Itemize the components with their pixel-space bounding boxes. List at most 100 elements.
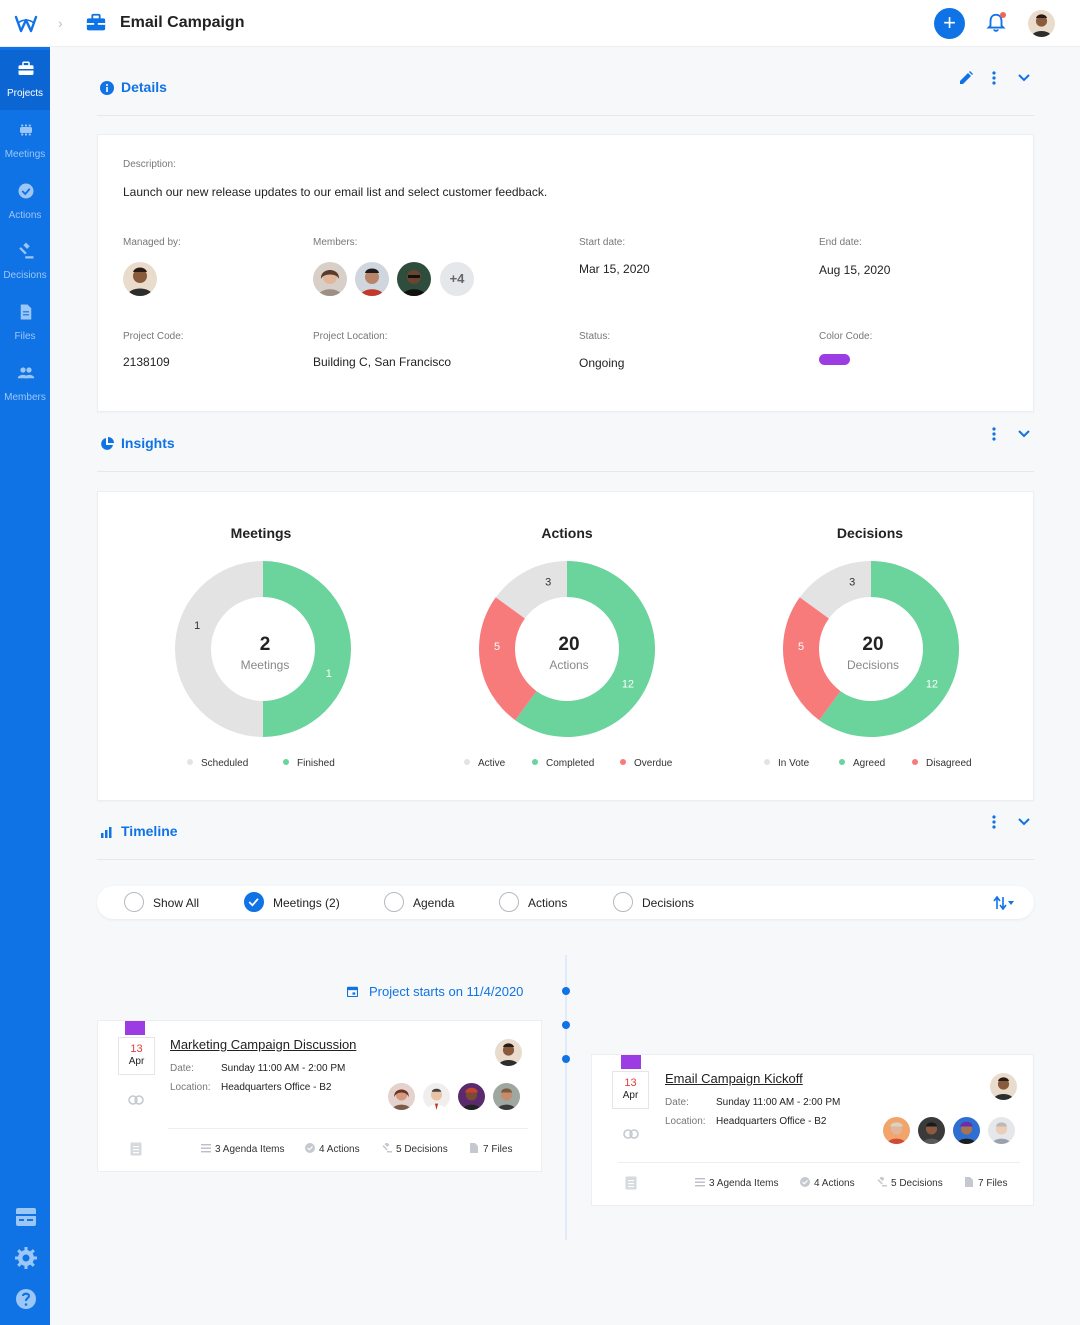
sort-icon[interactable] — [993, 896, 1015, 910]
actions-count[interactable]: 4 Actions — [305, 1143, 360, 1155]
sidebar-item-meetings[interactable]: Meetings — [0, 111, 50, 171]
event-title[interactable]: Email Campaign Kickoff — [665, 1071, 803, 1086]
start-date-value: Mar 15, 2020 — [579, 262, 650, 276]
attendee-avatar[interactable] — [458, 1083, 485, 1110]
donut-slice-disagreed[interactable] — [783, 597, 841, 721]
chevron-down-icon[interactable] — [1016, 426, 1032, 442]
donut-slice-finished[interactable] — [263, 561, 352, 737]
member-avatar[interactable] — [355, 262, 389, 296]
document-icon[interactable] — [130, 1142, 142, 1156]
filter-label: Decisions — [642, 896, 695, 910]
decisions-count-text: 5 Decisions — [396, 1144, 448, 1155]
event-card-kickoff[interactable]: 13 Apr Email Campaign Kickoff Date: Sund… — [591, 1054, 1034, 1206]
donut-slice-agreed[interactable] — [819, 561, 959, 737]
radio-button-checked[interactable] — [244, 892, 264, 912]
attendee-avatar[interactable] — [988, 1117, 1015, 1144]
link-icon[interactable] — [128, 1095, 144, 1105]
attendee-avatar[interactable] — [883, 1117, 910, 1144]
event-date-label: Date: — [170, 1063, 194, 1074]
radio-button[interactable] — [613, 892, 633, 912]
legend-item[interactable]: Disagreed — [912, 758, 972, 769]
more-vertical-icon[interactable] — [986, 426, 1002, 442]
file-icon — [965, 1177, 973, 1187]
end-date-label: End date: — [819, 237, 862, 248]
manager-avatar[interactable] — [123, 262, 157, 296]
legend-item[interactable]: In Vote — [764, 758, 809, 769]
event-color-flag — [125, 1021, 145, 1035]
donut-value-label: 3 — [545, 577, 551, 589]
sidebar-item-files[interactable]: Files — [0, 293, 50, 353]
attendee-avatar[interactable] — [388, 1083, 415, 1110]
project-location-value: Building C, San Francisco — [313, 355, 452, 369]
document-icon[interactable] — [625, 1176, 637, 1190]
description-text: Launch our new release updates to our em… — [123, 185, 548, 199]
add-button[interactable]: + — [934, 8, 965, 39]
organizer-avatar[interactable] — [495, 1039, 522, 1066]
user-avatar[interactable] — [1028, 10, 1055, 37]
files-count[interactable]: 7 Files — [469, 1143, 512, 1155]
donut-slice-active[interactable] — [495, 561, 567, 619]
sidebar-item-label: Members — [4, 392, 46, 403]
gear-icon[interactable] — [14, 1246, 38, 1270]
legend-item[interactable]: Active — [464, 758, 505, 769]
decisions-chart-title: Decisions — [836, 525, 904, 541]
legend-item[interactable]: Scheduled — [187, 758, 248, 769]
event-date-badge: 13 Apr — [612, 1071, 649, 1109]
sidebar-item-members[interactable]: Members — [0, 354, 50, 414]
divider — [618, 1162, 1020, 1163]
legend-item[interactable]: Completed — [532, 758, 594, 769]
donut-slice-overdue[interactable] — [479, 597, 537, 721]
legend-item[interactable]: Finished — [283, 758, 335, 769]
sidebar-item-decisions[interactable]: Decisions — [0, 232, 50, 292]
radio-button[interactable] — [124, 892, 144, 912]
bell-icon[interactable] — [985, 12, 1007, 34]
event-title[interactable]: Marketing Campaign Discussion — [170, 1037, 357, 1052]
help-icon[interactable] — [14, 1287, 38, 1311]
files-count-text: 7 Files — [978, 1178, 1008, 1189]
insights-title: Insights — [121, 435, 175, 451]
legend-item[interactable]: Agreed — [839, 758, 885, 769]
donut-value-label: 12 — [622, 678, 634, 690]
sidebar-item-label: Actions — [8, 210, 42, 221]
timeline-dot — [562, 987, 570, 995]
chevron-down-icon[interactable] — [1016, 70, 1032, 86]
details-title: Details — [121, 79, 167, 95]
more-vertical-icon[interactable] — [986, 70, 1002, 86]
radio-button[interactable] — [499, 892, 519, 912]
attendee-avatar[interactable] — [493, 1083, 520, 1110]
page-title: Email Campaign — [120, 14, 245, 31]
actions-count[interactable]: 4 Actions — [800, 1177, 855, 1189]
legend-item[interactable]: Overdue — [620, 758, 672, 769]
radio-button[interactable] — [384, 892, 404, 912]
attendee-avatar[interactable] — [918, 1117, 945, 1144]
files-count[interactable]: 7 Files — [964, 1177, 1007, 1189]
more-members-badge[interactable]: +4 — [440, 262, 474, 296]
chevron-down-icon[interactable] — [1016, 814, 1032, 830]
app-logo-icon[interactable] — [14, 11, 38, 35]
people-icon — [17, 367, 35, 379]
attendee-avatar[interactable] — [423, 1083, 450, 1110]
more-vertical-icon[interactable] — [986, 814, 1002, 830]
list-icon — [201, 1144, 211, 1153]
sidebar-item-projects[interactable]: Projects — [0, 50, 50, 110]
legend-label: Finished — [297, 758, 335, 769]
event-card-marketing[interactable]: 13 Apr Marketing Campaign Discussion Dat… — [97, 1020, 542, 1172]
member-avatar[interactable] — [313, 262, 347, 296]
agenda-count[interactable]: 3 Agenda Items — [695, 1177, 779, 1189]
donut-slice-scheduled[interactable] — [174, 561, 263, 737]
sidebar-item-actions[interactable]: Actions — [0, 172, 50, 232]
organizer-avatar[interactable] — [990, 1073, 1017, 1100]
actions-donut-chart: 12 5 3 20 Actions — [479, 561, 655, 737]
project-start-text: Project starts on 11/4/2020 — [369, 984, 524, 999]
decisions-count[interactable]: 5 Decisions — [382, 1142, 448, 1155]
donut-slice-in-vote[interactable] — [799, 561, 871, 619]
status-label: Status: — [579, 331, 611, 342]
donut-slice-completed[interactable] — [515, 561, 655, 737]
agenda-count[interactable]: 3 Agenda Items — [201, 1143, 285, 1155]
edit-icon[interactable] — [958, 70, 974, 86]
member-avatar[interactable] — [397, 262, 431, 296]
decisions-count[interactable]: 5 Decisions — [877, 1176, 943, 1189]
attendee-avatar[interactable] — [953, 1117, 980, 1144]
board-icon[interactable] — [14, 1205, 38, 1229]
link-icon[interactable] — [623, 1129, 639, 1139]
